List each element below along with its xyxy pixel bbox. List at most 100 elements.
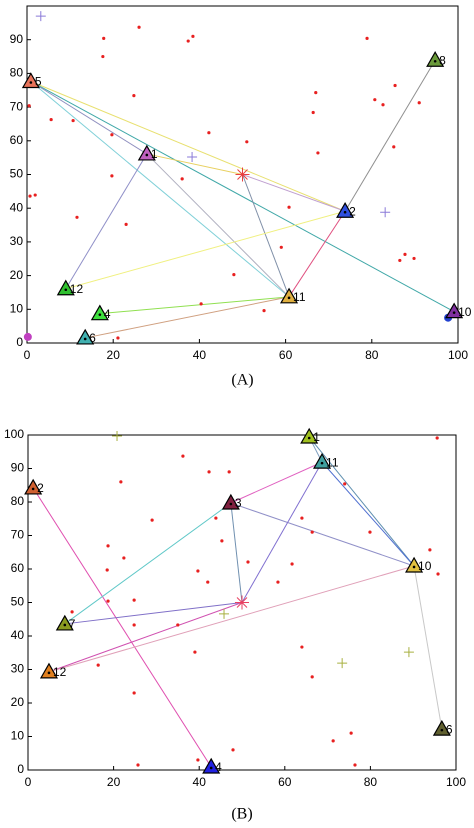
node-center <box>29 81 33 84</box>
link <box>146 153 290 298</box>
plus-marker <box>187 151 198 162</box>
node-label: 8 <box>439 53 446 67</box>
sensor <box>436 572 440 576</box>
sensor <box>353 763 357 767</box>
link <box>230 461 323 504</box>
sensor <box>214 516 218 520</box>
node-label: 4 <box>215 760 222 774</box>
sensor <box>196 758 200 762</box>
plus-marker <box>219 608 230 619</box>
node <box>300 427 319 444</box>
x-tick-label: 60 <box>279 348 293 362</box>
link <box>30 81 148 155</box>
sensor <box>176 623 180 627</box>
y-tick-label: 0 <box>17 762 24 776</box>
sensor <box>343 482 347 486</box>
x-tick-label: 0 <box>24 348 31 362</box>
sensor <box>110 133 114 137</box>
sensor <box>101 54 105 59</box>
link <box>64 502 232 625</box>
y-tick-label: 10 <box>10 301 24 315</box>
node <box>202 757 221 774</box>
node-label: 11 <box>326 455 339 469</box>
node-center <box>320 461 324 465</box>
sensor <box>316 151 320 155</box>
node-label: 2 <box>37 481 44 495</box>
link <box>321 461 415 567</box>
node-center <box>47 671 51 675</box>
sensor <box>227 470 231 474</box>
node-label: 12 <box>53 665 67 679</box>
node-center <box>31 487 35 491</box>
y-tick-label: 80 <box>10 66 24 80</box>
sensor <box>392 145 396 149</box>
node-center <box>64 288 68 292</box>
sensor <box>132 94 136 98</box>
sensor <box>150 518 154 522</box>
sensor <box>122 556 126 560</box>
sensor <box>207 470 211 474</box>
x-tick-label: 60 <box>278 775 292 789</box>
sensor <box>310 530 314 534</box>
sensor <box>33 193 37 197</box>
link <box>65 153 148 290</box>
sensor <box>27 104 31 108</box>
link <box>85 296 290 339</box>
sensor <box>417 101 421 105</box>
y-tick-label: 50 <box>10 167 24 181</box>
y-tick-label: 40 <box>11 628 25 642</box>
link <box>288 210 346 298</box>
sensor <box>262 309 266 313</box>
y-tick-label: 50 <box>11 595 25 609</box>
sensor <box>206 580 210 584</box>
x-tick-label: 20 <box>107 775 121 789</box>
sink <box>23 332 32 341</box>
sensor <box>232 272 236 277</box>
sensor <box>102 36 106 40</box>
sensor <box>287 205 291 209</box>
y-tick-label: 20 <box>11 695 25 709</box>
x-tick-label: 20 <box>107 348 121 362</box>
sensor <box>137 25 141 29</box>
sensor <box>193 650 197 654</box>
sensor <box>180 177 184 181</box>
link <box>241 461 323 603</box>
node-center <box>440 728 444 732</box>
plus-marker <box>403 647 414 658</box>
node-center <box>209 766 213 770</box>
y-tick-label: 80 <box>11 494 25 508</box>
sensor <box>349 731 353 735</box>
link <box>32 487 212 768</box>
sensor <box>412 256 416 261</box>
node <box>426 51 445 67</box>
sensor <box>331 739 335 743</box>
y-tick-label: 30 <box>10 234 24 248</box>
sensor <box>132 598 136 602</box>
node-center <box>229 502 233 506</box>
node-center <box>452 311 456 314</box>
sensor <box>191 34 195 38</box>
node <box>76 328 95 345</box>
sensor <box>186 39 190 43</box>
x-tick-label: 80 <box>364 775 378 789</box>
node-label: 1 <box>151 147 158 161</box>
sensor <box>403 252 407 256</box>
node-center <box>412 565 416 569</box>
node <box>55 614 74 631</box>
sensor <box>124 222 128 226</box>
y-tick-label: 0 <box>16 335 23 349</box>
node <box>445 302 464 319</box>
sensor <box>71 118 75 123</box>
sensor <box>106 544 110 548</box>
sensor <box>132 623 136 627</box>
sensor <box>398 258 402 263</box>
sensor <box>105 568 109 572</box>
sensor <box>314 91 318 95</box>
node <box>137 144 156 161</box>
link <box>344 60 436 212</box>
sensor <box>373 98 377 102</box>
node <box>280 287 299 304</box>
link <box>30 81 290 298</box>
node-label: 11 <box>293 290 306 304</box>
